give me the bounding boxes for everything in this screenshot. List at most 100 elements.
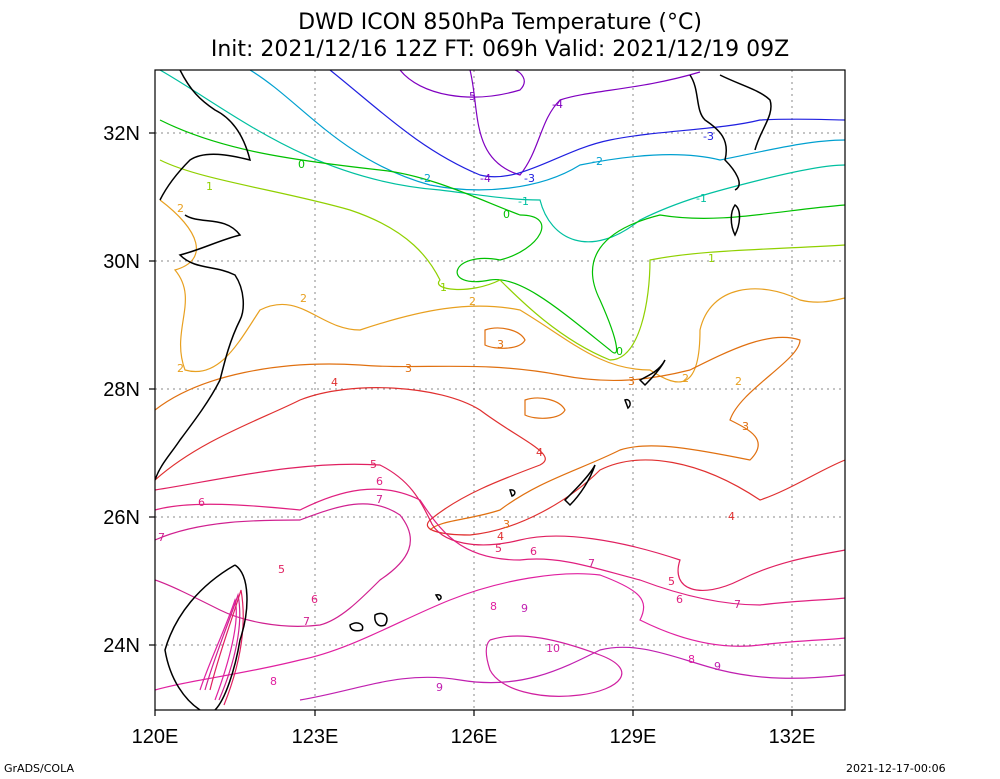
island-kume [509, 489, 516, 497]
island-okinawa [563, 464, 596, 507]
contour-label: 5 [278, 563, 285, 576]
footer-software-credit: GrADS/COLA [4, 762, 74, 775]
footer-timestamp: 2021-12-17-00:06 [846, 762, 946, 775]
contour-label: -4 [552, 98, 563, 111]
contour-island-3 [524, 397, 566, 419]
contour-8 [155, 573, 845, 691]
contour-label: 6 [530, 545, 537, 558]
contour-label: 1 [206, 180, 213, 193]
y-tick-label: 26N [103, 507, 140, 529]
y-tick-label: 30N [103, 251, 140, 273]
contour-label: 7 [734, 598, 741, 611]
contour-label: 1 [440, 281, 447, 294]
contour-label: 7 [158, 531, 165, 544]
contour-label: -1 [696, 192, 707, 205]
contour-label: 8 [688, 653, 695, 666]
map-subtitle: Init: 2021/12/16 12Z FT: 069h Valid: 202… [210, 37, 790, 62]
contour-label: -4 [480, 172, 491, 185]
contour-label: 8 [490, 600, 497, 613]
y-tick-label: 24N [103, 635, 140, 657]
contour-label: 5 [370, 458, 377, 471]
contour-label: -3 [703, 130, 714, 143]
contour-label: -1 [518, 195, 529, 208]
contour-label: -2 [420, 172, 431, 185]
contour-6 [155, 488, 845, 606]
contour-label: -2 [592, 155, 603, 168]
contour-minus4 [469, 70, 701, 176]
contour-label: 3 [405, 362, 412, 375]
contour-labels: -5 -4 -4 -3 -3 -2 -2 -1 -1 0 0 0 1 1 1 2… [158, 90, 749, 694]
contour-minus3 [329, 70, 845, 178]
x-tick-label: 123E [292, 726, 339, 748]
contour-7 [155, 503, 411, 627]
contour-label: 5 [495, 542, 502, 555]
contour-label: 2 [735, 375, 742, 388]
contour-label: 3 [628, 375, 635, 388]
contour-taiwan-dense-c [209, 589, 244, 706]
contour-0 [159, 119, 845, 354]
contour-taiwan-dense-a [199, 597, 237, 701]
coastline-taiwan [164, 564, 248, 710]
x-tick-label: 126E [451, 726, 498, 748]
coastlines [155, 70, 772, 710]
contour-label: 2 [469, 295, 476, 308]
contour-label: 7 [376, 493, 383, 506]
contour-label: 6 [311, 593, 318, 606]
contour-3 [155, 336, 801, 531]
contour-label: 3 [742, 420, 749, 433]
contour-label: 3 [503, 518, 510, 531]
contour-label: 4 [536, 446, 543, 459]
grid-lines [155, 70, 845, 710]
contour-label: 3 [497, 338, 504, 351]
axis-tick-labels: 120E 123E 126E 129E 132E 32N 30N 28N 26N… [103, 123, 815, 748]
contour-label: 6 [676, 593, 683, 606]
x-tick-label: 132E [769, 726, 816, 748]
island-ishigaki [374, 612, 388, 627]
island-tokara [624, 398, 631, 410]
contour-taiwan-dense-b [204, 592, 241, 701]
contour-label: -5 [465, 90, 476, 103]
contour-label: 9 [714, 660, 721, 673]
contour-minus1 [159, 70, 845, 243]
map-title: DWD ICON 850hPa Temperature (°C) [298, 10, 702, 35]
x-tick-label: 129E [610, 726, 657, 748]
island-yakushima [730, 203, 741, 237]
axis-ticks [149, 132, 793, 716]
plot-frame [154, 69, 846, 711]
contour-minus5 [399, 70, 525, 98]
contour-lines [155, 70, 845, 706]
contour-label: 0 [616, 345, 623, 358]
contour-label: 1 [708, 252, 715, 265]
contour-label: 9 [521, 602, 528, 615]
y-tick-label: 32N [103, 123, 140, 145]
contour-label: 10 [546, 642, 560, 655]
contour-label: 2 [177, 202, 184, 215]
contour-label: 7 [588, 557, 595, 570]
island-amami [638, 359, 666, 387]
contour-label: 9 [436, 681, 443, 694]
contour-9 [299, 646, 845, 701]
contour-label: 0 [298, 158, 305, 171]
contour-label: 8 [270, 675, 277, 688]
contour-label: 2 [177, 362, 184, 375]
island-miyako [349, 622, 364, 632]
contour-2 [159, 199, 845, 383]
contour-label: 2 [682, 372, 689, 385]
contour-label: -3 [524, 172, 535, 185]
contour-label: 0 [503, 208, 510, 221]
contour-label: 7 [303, 615, 310, 628]
contour-island-2 [484, 327, 526, 349]
contour-label: 4 [331, 376, 338, 389]
contour-label: 4 [497, 530, 504, 543]
contour-label: 6 [376, 475, 383, 488]
y-tick-label: 28N [103, 379, 140, 401]
contour-1 [159, 159, 845, 361]
island-senkaku [434, 594, 442, 601]
coastline-china [155, 70, 252, 481]
contour-4 [155, 387, 845, 536]
contour-label: 6 [198, 496, 205, 509]
coastline-kyushu [689, 74, 772, 191]
x-tick-label: 120E [132, 726, 179, 748]
contour-minus2 [249, 70, 845, 191]
